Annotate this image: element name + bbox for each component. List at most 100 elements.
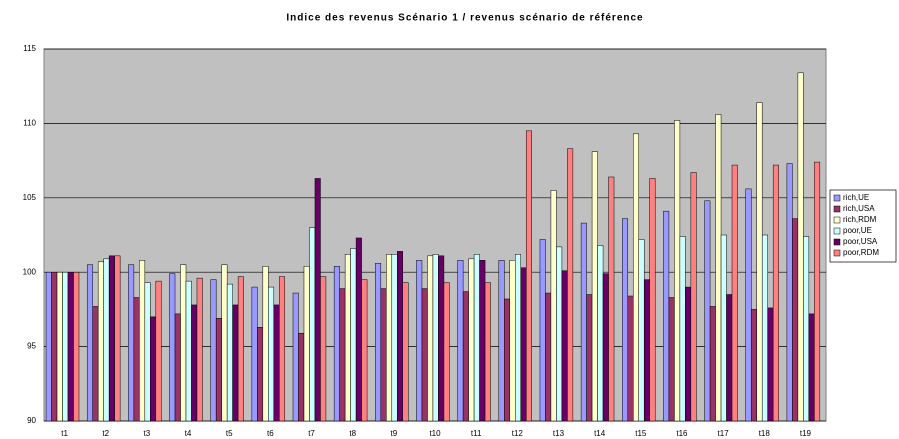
bar [51,271,58,422]
legend-label: poor,USA [843,237,878,246]
bar [262,265,269,422]
bar [397,251,404,422]
bar [303,265,310,422]
bar [432,254,439,422]
legend-swatch [833,238,841,246]
bar [649,178,656,422]
bar [210,279,217,422]
bar [808,313,815,422]
bar [704,200,711,422]
bar [257,327,264,422]
bar [103,258,110,422]
bar [457,260,464,422]
bar [668,297,675,422]
y-tick-label: 105 [23,193,37,202]
bar [62,271,69,422]
bar [133,297,140,422]
bar [690,172,697,422]
bar [139,260,146,422]
bar [731,164,738,422]
bar [108,255,115,422]
bar [772,164,779,422]
x-tick-label: t2 [102,429,109,438]
chart-title: Indice des revenus Scénario 1 / revenus … [286,13,643,24]
bar [92,306,99,422]
bar [750,309,757,422]
bar [97,261,104,422]
bar [674,120,681,422]
bar [226,283,233,422]
bar [155,280,162,422]
bar [443,282,450,422]
y-tick-label: 90 [27,416,36,425]
x-tick-label: t18 [759,429,771,438]
bar [627,295,634,422]
bar [114,255,121,422]
x-tick-label: t12 [512,429,524,438]
x-tick-label: t14 [594,429,606,438]
y-tick-label: 115 [23,44,36,53]
x-tick-label: t11 [471,429,482,438]
bar [473,254,480,422]
y-tick-label: 110 [23,119,36,128]
bar [237,276,244,422]
bar [580,222,587,422]
bar [720,234,727,422]
bar [221,264,228,422]
bar [462,291,469,422]
bar [86,264,93,422]
bar [45,271,52,422]
bar [427,255,434,422]
bar [309,227,316,422]
legend-label: poor,UE [843,226,872,235]
legend-swatch [833,216,841,224]
bar [150,316,157,422]
legend-label: rich,USA [843,204,875,213]
bar [391,254,398,422]
x-tick-label: t4 [185,429,192,438]
legend-swatch [833,249,841,257]
bar [679,236,686,422]
bar [215,318,222,422]
bar [709,306,716,422]
bar [638,239,645,422]
bar [298,332,305,422]
bar [380,288,387,422]
bar [169,273,176,422]
bar [550,190,557,422]
bar [608,176,615,422]
y-tick-label: 100 [23,267,37,276]
bar [756,102,763,422]
bar [333,265,340,422]
bar [67,271,74,422]
bar [767,307,774,422]
bar [416,260,423,422]
bar [515,254,521,422]
bar [279,276,286,422]
x-tick-label: t13 [553,429,565,438]
bar [797,72,804,422]
x-tick-label: t10 [429,429,441,438]
bar [726,294,733,422]
bar [803,236,810,422]
bar [663,210,670,422]
bar [350,248,357,422]
bar [484,282,491,422]
bar [438,255,445,422]
bar [509,260,516,422]
bar [792,218,799,422]
bar [421,288,428,422]
bar [539,239,546,422]
legend-swatch [833,194,841,202]
x-tick-label: t19 [800,429,812,438]
bar [273,304,280,422]
x-tick-label: t6 [267,429,274,438]
bar [520,267,527,422]
bar [144,282,151,422]
x-tick-label: t3 [144,429,151,438]
bar [56,271,63,422]
x-tick-label: t1 [61,429,68,438]
x-tick-label: t8 [349,429,356,438]
bar [715,114,722,422]
